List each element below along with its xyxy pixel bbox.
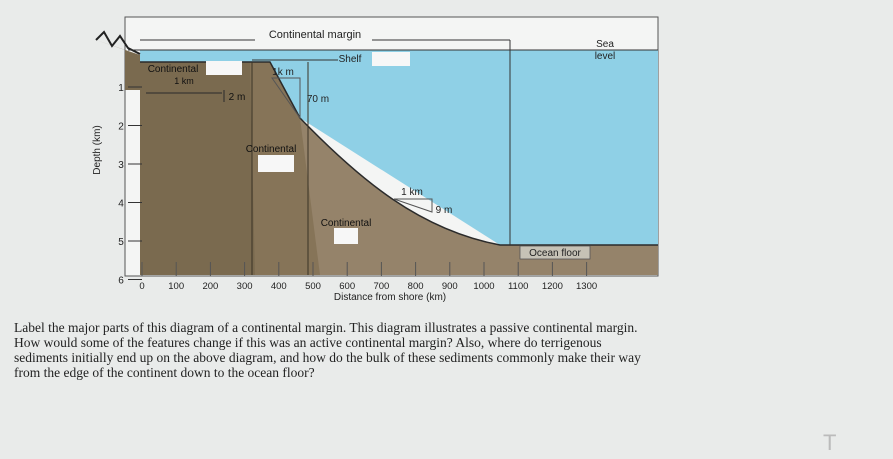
answer-box-shelf (206, 61, 242, 75)
continental-slope-label: Continental (246, 144, 297, 155)
x-tick-label: 600 (339, 281, 355, 292)
x-tick-label: 800 (408, 281, 424, 292)
seafloor-profile (140, 61, 658, 246)
sea-level-label-2: level (595, 51, 616, 62)
y-tick-label: 6 (118, 276, 124, 287)
slope-scale-horizontal: 1k m (272, 67, 294, 78)
slope-scale-vertical: 70 m (307, 94, 329, 105)
question-line-4: from the edge of the continent down to t… (14, 365, 315, 380)
ocean-water (140, 50, 658, 245)
question-line-2: How would some of the features change if… (14, 335, 602, 350)
continental-shelf-scale: 1 km (174, 76, 194, 86)
answer-box-slope (258, 155, 294, 172)
x-tick-label: 400 (271, 281, 287, 292)
text-cursor-icon: T (823, 430, 837, 455)
ocean-floor-label: Ocean floor (529, 248, 581, 259)
x-tick-label: 1200 (542, 281, 563, 292)
y-tick-label: 2 (118, 122, 124, 133)
x-tick-label: 300 (237, 281, 253, 292)
x-tick-label: 500 (305, 281, 321, 292)
continental-margin-diagram: Continental margin Sea level Shelf Conti… (92, 16, 659, 303)
rise-scale-vertical: 9 m (436, 205, 453, 216)
shelf-label: Shelf (339, 54, 362, 65)
answer-box-sea-shelf (372, 52, 410, 66)
slope-gradient-triangle (271, 77, 301, 120)
sea-level-label-1: Sea (596, 39, 614, 50)
ocean-floor-label-bg (519, 245, 591, 260)
rise-gradient-triangle (393, 198, 433, 213)
y-tick-label: 4 (118, 199, 124, 210)
continental-shelf-label: Continental (148, 64, 199, 75)
x-axis-title: Distance from shore (km) (334, 292, 446, 303)
continental-rise-label: Continental (321, 218, 372, 229)
answer-box-rise (334, 228, 358, 244)
x-tick-label: 1300 (576, 281, 597, 292)
question-line-1: Label the major parts of this diagram of… (14, 320, 638, 335)
continental-margin-label: Continental margin (269, 29, 361, 41)
question-text: Label the major parts of this diagram of… (14, 320, 814, 380)
x-tick-label: 100 (168, 281, 184, 292)
sediment-wedge (300, 118, 658, 275)
y-tick-label: 5 (118, 237, 124, 248)
x-tick-label: 900 (442, 281, 458, 292)
shelf-scale-vertical: 2 m (229, 92, 246, 103)
x-tick-label: 1000 (473, 281, 494, 292)
rise-scale-horizontal: 1 km (401, 187, 423, 198)
question-line-3: sediments initially end up on the above … (14, 350, 641, 365)
x-tick-label: 700 (373, 281, 389, 292)
land-surface (95, 30, 141, 55)
x-tick-label: 200 (202, 281, 218, 292)
y-axis-title: Depth (km) (92, 125, 103, 174)
y-tick-label: 3 (118, 160, 124, 171)
x-tick-label: 1100 (508, 281, 528, 292)
y-tick-label: 1 (118, 83, 124, 94)
x-tick-label: 0 (139, 281, 144, 292)
